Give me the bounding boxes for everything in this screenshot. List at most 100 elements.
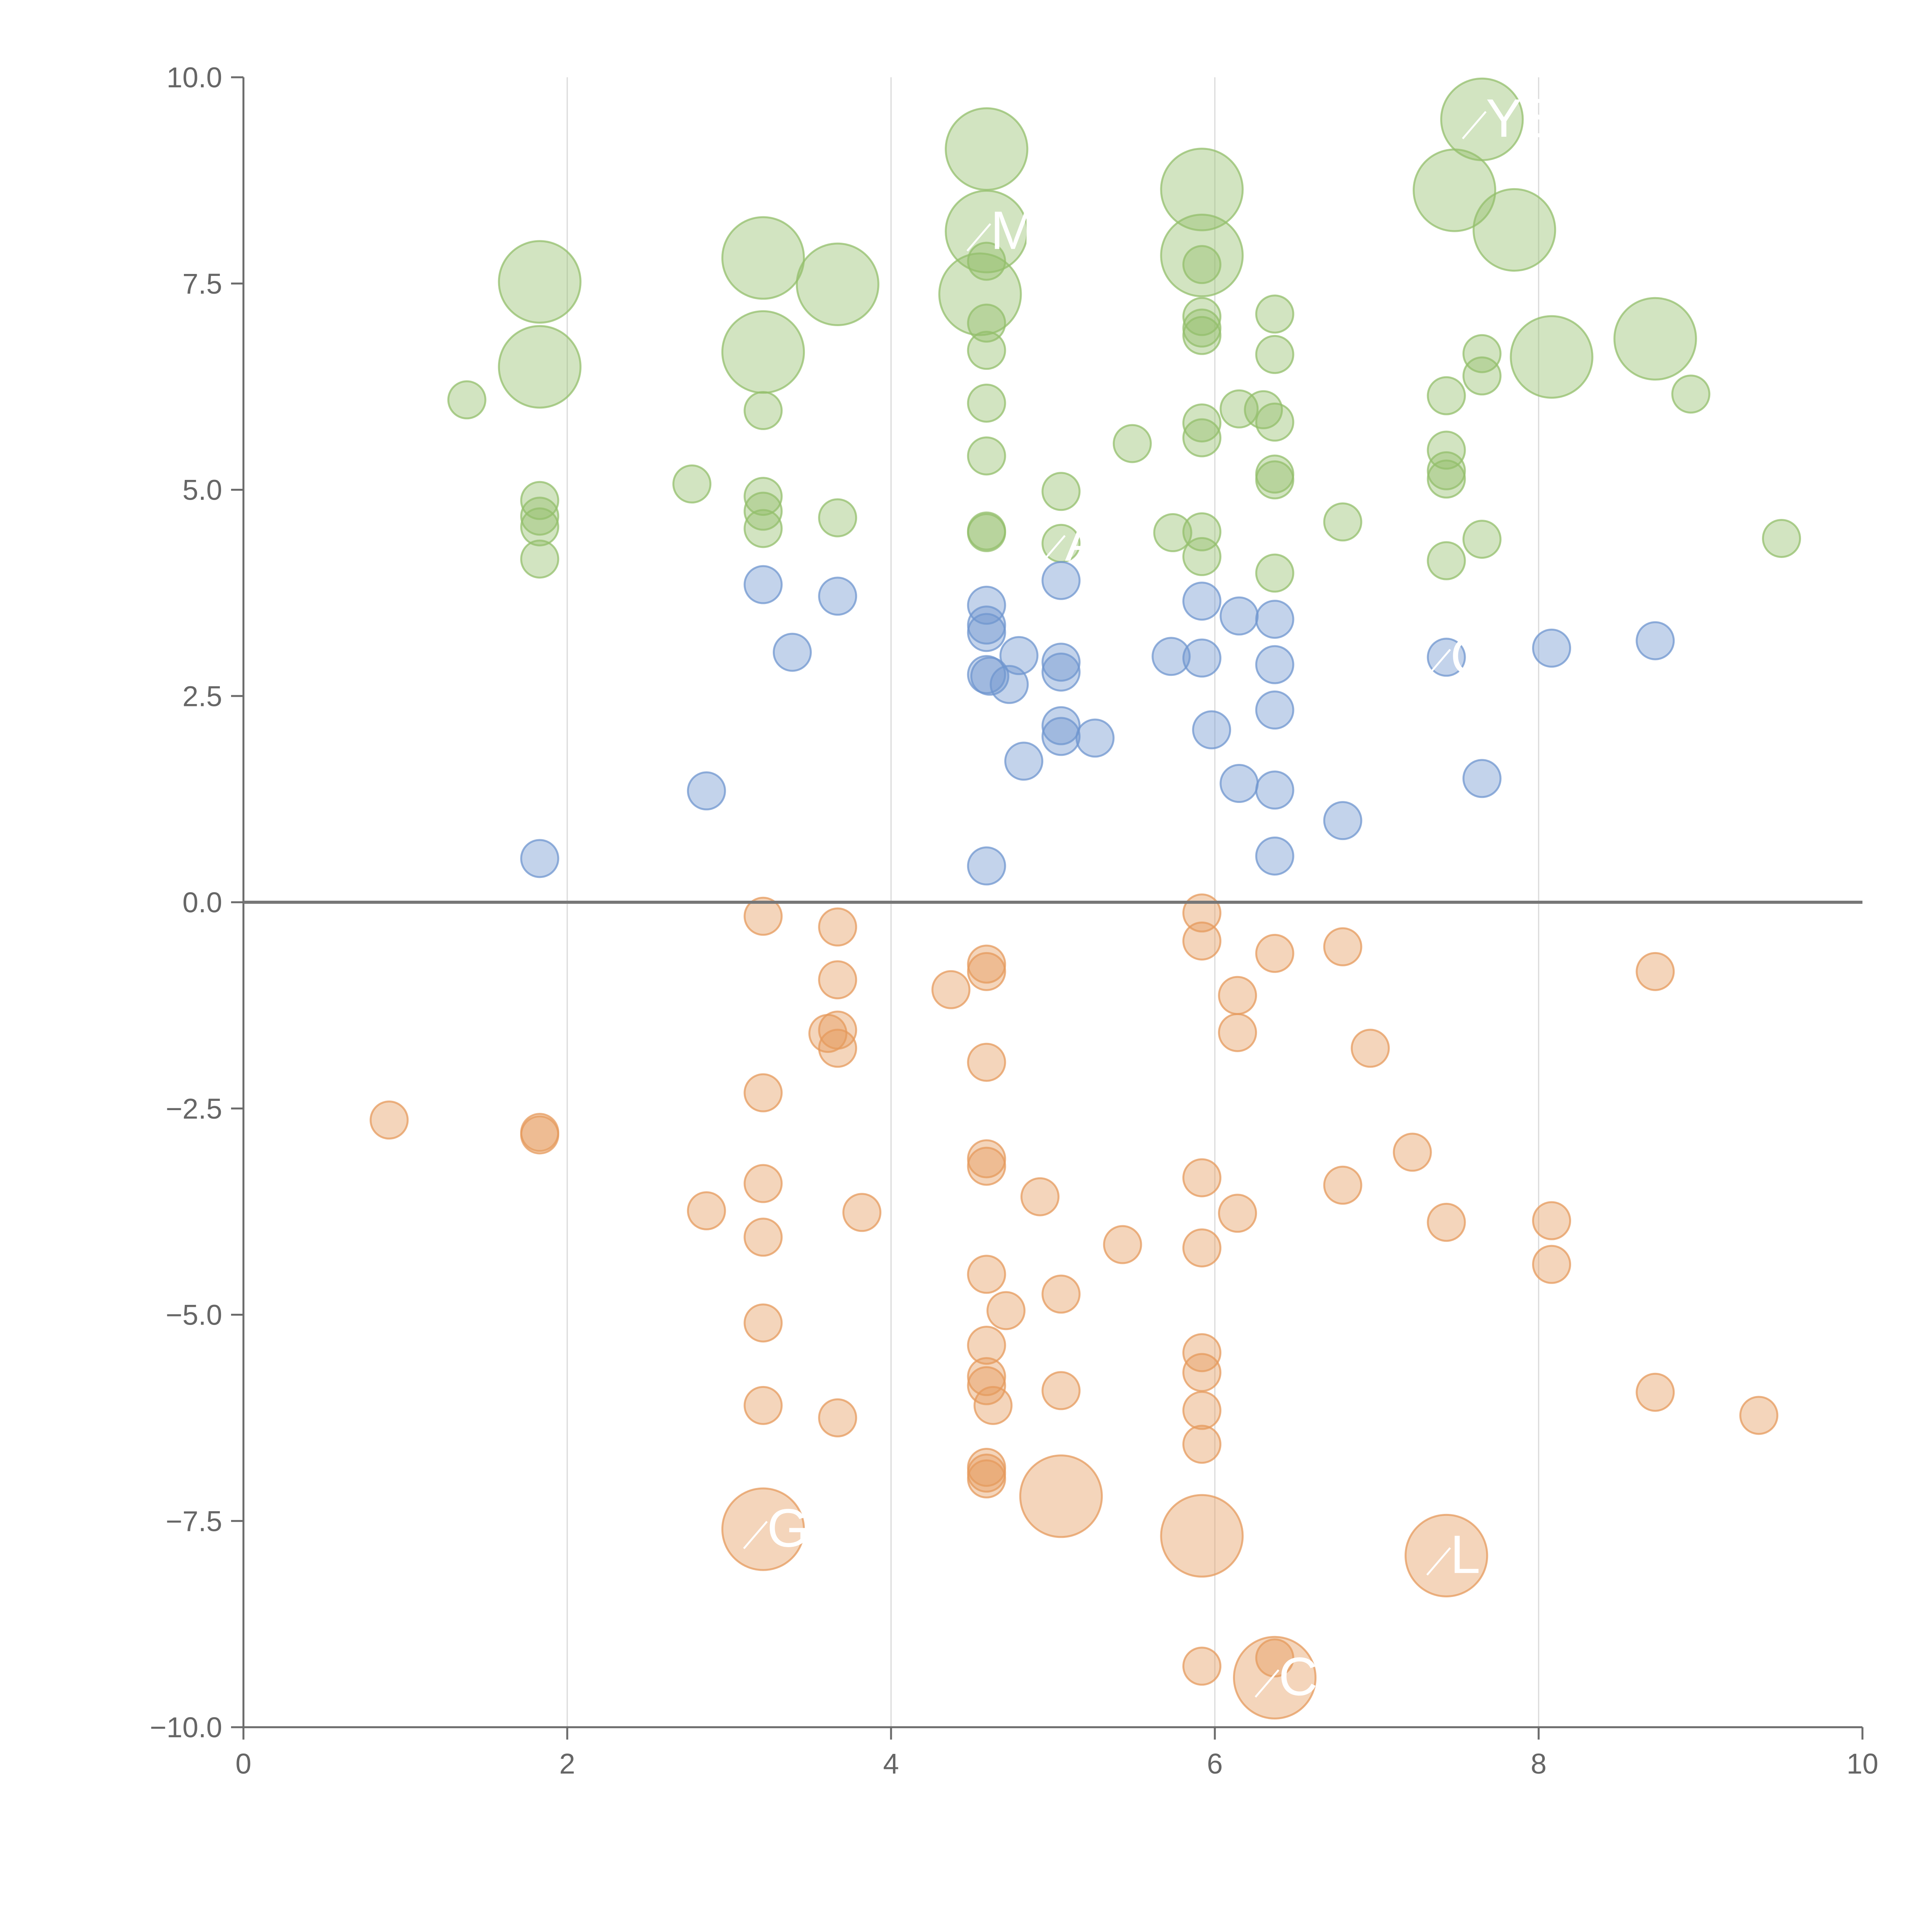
orange-bubble [1532, 1201, 1571, 1240]
green-bubble [721, 310, 805, 394]
orange-bubble [1182, 1391, 1221, 1430]
orange-bubble [1182, 1646, 1221, 1686]
blue-bubble [1041, 717, 1081, 756]
blue-bubble [1182, 638, 1221, 678]
orange-bubble [1020, 1177, 1060, 1216]
orange-bubble [1218, 1194, 1257, 1233]
green-bubble [1762, 519, 1801, 558]
blue-bubble [687, 771, 726, 811]
x-tick-label: 8 [1531, 1748, 1546, 1780]
green-bubble [1153, 513, 1192, 553]
blue-bubble [1323, 801, 1362, 840]
orange-bubble [743, 1303, 783, 1343]
orange-bubble [1427, 1202, 1466, 1242]
blue-bubble [818, 577, 857, 616]
blue-bubble [772, 633, 812, 672]
orange-bubble [1182, 1353, 1221, 1392]
green-bubble [1473, 188, 1556, 272]
blue-bubble [970, 656, 1010, 696]
green-bubble [1462, 520, 1502, 559]
annotation-leader [1426, 1547, 1451, 1576]
orange-bubble [743, 1218, 783, 1257]
x-tick-label: 10 [1847, 1748, 1878, 1780]
green-bubble [498, 240, 582, 324]
blue-bubble [1636, 621, 1675, 660]
green-bubble [967, 331, 1006, 370]
blue-bubble [1004, 742, 1044, 781]
orange-bubble [973, 1386, 1013, 1425]
green-bubble [743, 391, 783, 430]
y-tick-label: 0.0 [182, 886, 222, 918]
annotation-label: A [1065, 512, 1101, 572]
annotation-label: C [1279, 1646, 1318, 1707]
orange-bubble [1182, 1228, 1221, 1268]
blue-bubble [967, 613, 1006, 652]
blue-bubble [1255, 770, 1294, 810]
green-bubble [818, 498, 857, 537]
green-bubble [967, 303, 1006, 343]
y-tick-label: −2.5 [166, 1093, 222, 1125]
green-bubble [1671, 374, 1711, 414]
orange-bubble [1182, 921, 1221, 961]
y-tick-label: −5.0 [166, 1299, 222, 1331]
orange-bubble [687, 1191, 726, 1230]
orange-bubble [967, 1325, 1006, 1365]
orange-bubble [520, 1115, 560, 1155]
x-tick-label: 4 [883, 1748, 899, 1780]
green-bubble [1255, 402, 1294, 442]
orange-bubble [818, 1398, 857, 1437]
blue-bubble [1427, 638, 1466, 677]
green-bubble [520, 497, 560, 536]
orange-bubble [1182, 1158, 1221, 1197]
green-bubble [1440, 77, 1524, 161]
green-bubble [967, 436, 1006, 476]
blue-bubble [1041, 643, 1081, 682]
blue-bubble [1041, 652, 1081, 692]
blue-bubble [967, 846, 1006, 886]
green-bubble [1182, 403, 1221, 443]
blue-bubble [1255, 690, 1294, 730]
blue-bubble [1151, 637, 1191, 676]
blue-bubble [1219, 596, 1259, 636]
orange-bubble [967, 1357, 1006, 1396]
green-bubble [967, 513, 1006, 553]
orange-bubble [967, 1459, 1006, 1498]
y-tick-label: 10.0 [167, 61, 222, 94]
orange-bubble [967, 952, 1006, 991]
orange-bubble [1323, 927, 1362, 966]
series-blue [520, 561, 1675, 886]
orange-bubble [743, 1073, 783, 1112]
orange-bubble [1182, 1425, 1221, 1464]
orange-bubble [967, 1043, 1006, 1082]
green-bubble [1182, 316, 1221, 355]
orange-bubble [1739, 1396, 1779, 1435]
green-bubble [1182, 537, 1221, 576]
orange-bubble [1532, 1245, 1571, 1284]
green-bubble [1160, 214, 1244, 298]
x-tick-label: 0 [235, 1748, 251, 1780]
blue-bubble [999, 636, 1039, 675]
orange-bubble [967, 1255, 1006, 1294]
orange-bubble [818, 907, 857, 947]
orange-bubble [986, 1291, 1026, 1330]
orange-bubble [1636, 1372, 1675, 1412]
blue-bubble [967, 585, 1006, 625]
blue-bubble [1041, 561, 1081, 600]
green-bubble [1427, 376, 1466, 415]
orange-bubble [1350, 1029, 1390, 1068]
green-bubble [520, 539, 560, 579]
x-tick-label: 2 [559, 1748, 575, 1780]
annotation-leader [966, 223, 992, 252]
green-bubble [672, 464, 712, 504]
annotation-label: G [767, 1498, 809, 1558]
blue-bubble [1255, 645, 1294, 684]
orange-bubble [1041, 1274, 1081, 1314]
green-bubble [1427, 451, 1466, 490]
green-bubble [447, 380, 486, 420]
y-tick-label: −7.5 [166, 1505, 222, 1537]
green-bubble [743, 477, 783, 516]
green-bubble [1462, 356, 1502, 396]
blue-bubble [990, 665, 1029, 704]
orange-bubble [931, 970, 971, 1009]
